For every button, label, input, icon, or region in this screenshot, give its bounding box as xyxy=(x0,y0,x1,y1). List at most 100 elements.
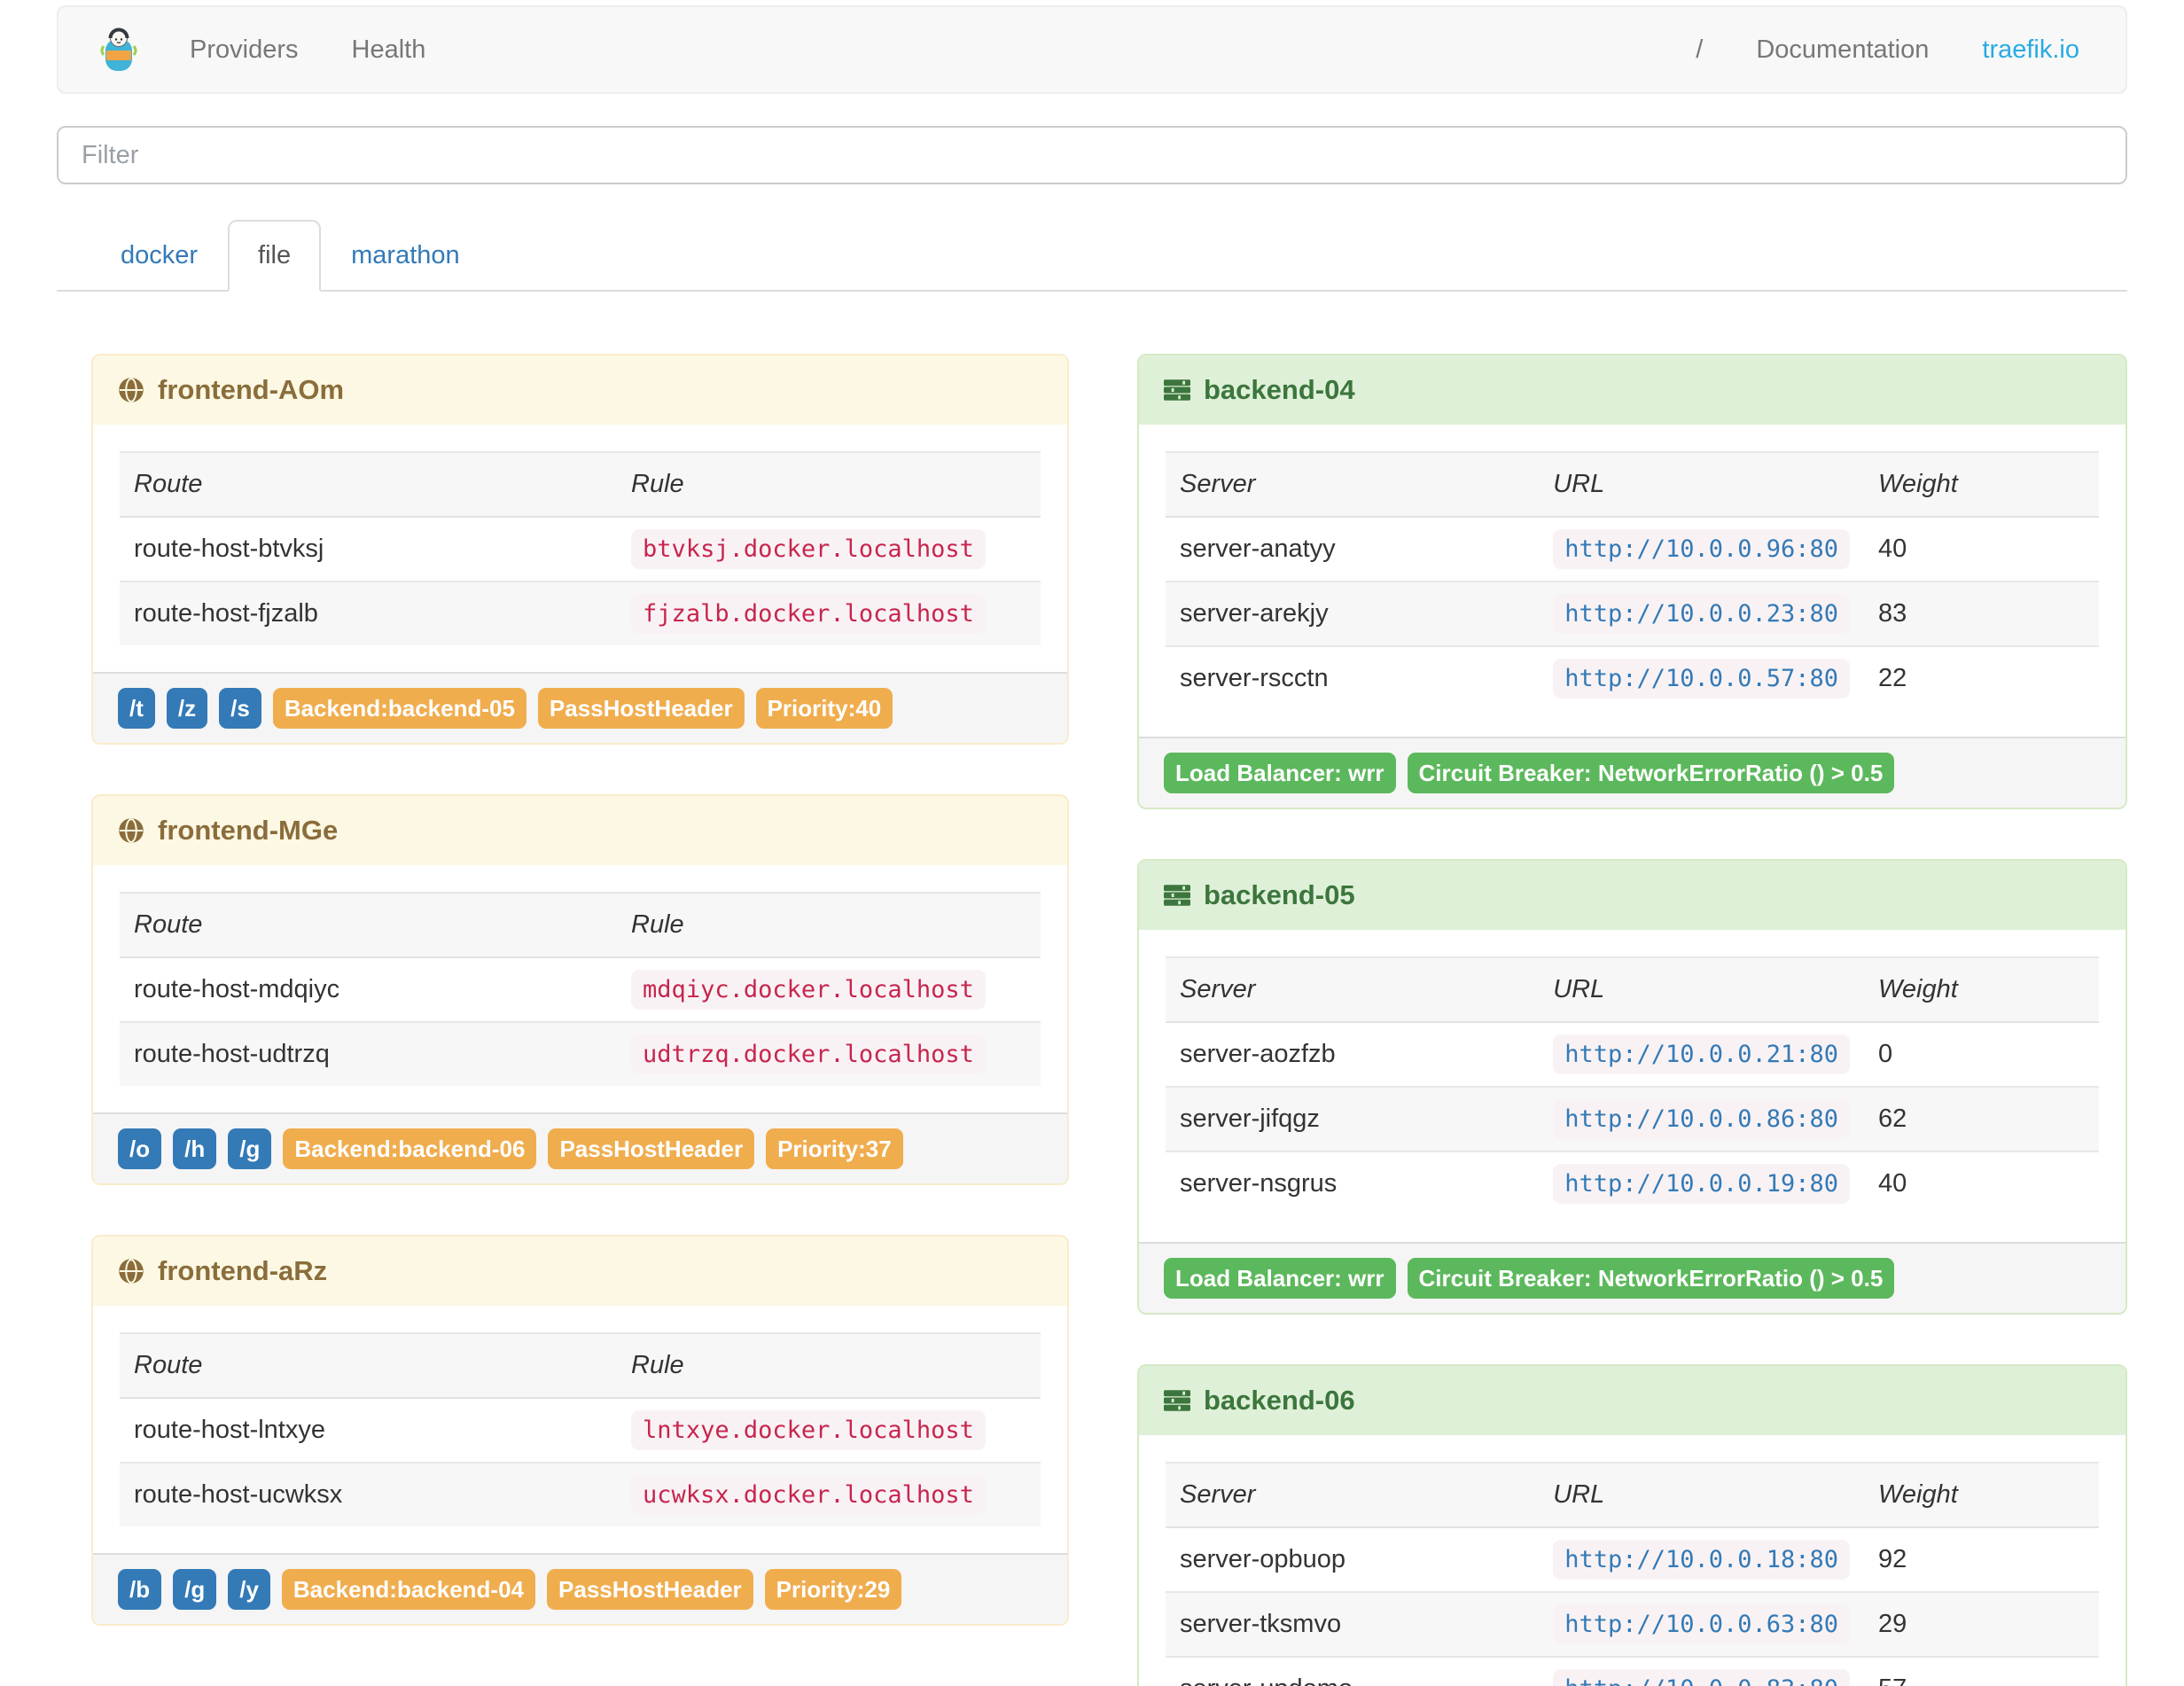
server-row: server-updomo http://10.0.0.83:80 57 xyxy=(1166,1656,2099,1686)
route-path-badge: /t xyxy=(118,688,155,729)
tab-file[interactable]: file xyxy=(228,220,322,292)
servers-table: Server URL Weight server-aozfzb http://1… xyxy=(1166,956,2099,1215)
backend-config-badge: Circuit Breaker: NetworkErrorRatio () > … xyxy=(1407,753,1895,793)
frontend-property-badge: PassHostHeader xyxy=(547,1569,753,1610)
server-name: server-tksmvo xyxy=(1166,1591,1540,1657)
rule-chip: ucwksx.docker.localhost xyxy=(631,1475,986,1515)
frontend-property-badge: Priority:40 xyxy=(755,688,893,729)
route-path-badge: /b xyxy=(118,1569,162,1610)
backend-card-header: backend-04 xyxy=(1139,355,2126,425)
frontend-card-body: Route Rule route-host-lntxye lntxye.dock… xyxy=(93,1306,1067,1553)
server-url-link[interactable]: http://10.0.0.63:80 xyxy=(1564,1611,1839,1638)
nav-item-providers[interactable]: Providers xyxy=(190,35,299,64)
server-row: server-nsgrus http://10.0.0.19:80 40 xyxy=(1166,1151,2099,1215)
server-name: server-rscctn xyxy=(1166,645,1540,710)
routes-table-header-row: Route Rule xyxy=(120,451,1041,518)
weight-column-header: Weight xyxy=(1864,956,2099,1023)
server-row: server-jifqgz http://10.0.0.86:80 62 xyxy=(1166,1086,2099,1151)
server-url-link[interactable]: http://10.0.0.23:80 xyxy=(1564,600,1839,628)
backend-config-badge: Circuit Breaker: NetworkErrorRatio () > … xyxy=(1407,1258,1895,1299)
server-url-link[interactable]: http://10.0.0.83:80 xyxy=(1564,1675,1838,1686)
nav-item-documentation[interactable]: Documentation xyxy=(1756,35,1930,64)
rule-chip: lntxye.docker.localhost xyxy=(631,1410,986,1450)
server-name: server-jifqgz xyxy=(1166,1086,1540,1151)
server-name: server-opbuop xyxy=(1180,1545,1346,1573)
server-url-link[interactable]: http://10.0.0.96:80 xyxy=(1564,535,1839,563)
server-name: server-arekjy xyxy=(1166,581,1540,646)
server-weight: 57 xyxy=(1864,1656,2099,1686)
route-path-badge: /g xyxy=(228,1128,272,1169)
content-row: frontend-AOm Route Rule route-host-btvks… xyxy=(57,354,2127,1686)
frontend-property-badge: Backend:backend-05 xyxy=(272,688,526,729)
server-column-header: Server xyxy=(1166,1462,1540,1528)
frontend-card-body: Route Rule route-host-mdqiyc mdqiyc.dock… xyxy=(93,865,1067,1112)
route-name: route-host-ucwksx xyxy=(120,1462,618,1526)
frontend-card-header: frontend-aRz xyxy=(93,1237,1067,1306)
server-url-link[interactable]: http://10.0.0.19:80 xyxy=(1564,1170,1839,1198)
url-column-header: URL xyxy=(1539,956,1865,1023)
server-name: server-updomo xyxy=(1166,1656,1540,1686)
route-path-badge: /h xyxy=(173,1128,217,1169)
server-weight: 29 xyxy=(1864,1591,2099,1657)
routes-table: Route Rule route-host-lntxye lntxye.dock… xyxy=(120,1332,1041,1526)
servers-table: Server URL Weight server-opbuop http://1… xyxy=(1166,1462,2099,1686)
frontend-property-badge: Priority:29 xyxy=(764,1569,902,1610)
route-row: route-host-udtrzq udtrzq.docker.localhos… xyxy=(120,1021,1041,1086)
routes-table-header-row: Route Rule xyxy=(120,1332,1041,1399)
frontend-card-footer: /b/g/y Backend:backend-04 PassHostHeader Pr… xyxy=(93,1553,1067,1624)
frontend-title: frontend-MGe xyxy=(158,815,339,846)
nav-item-health[interactable]: Health xyxy=(351,35,426,64)
server-weight: 92 xyxy=(1878,1545,1907,1573)
route-name: route-host-btvksj xyxy=(134,535,324,563)
backend-card: backend-04 Server URL Weight server-anat… xyxy=(1137,354,2127,809)
route-path-badge: /s xyxy=(219,688,261,729)
server-icon xyxy=(1164,377,1190,403)
route-name: route-host-lntxye xyxy=(134,1416,325,1444)
backend-card-body: Server URL Weight server-opbuop http://1… xyxy=(1139,1435,2126,1686)
frontend-property-badge: PassHostHeader xyxy=(548,1128,755,1169)
nav-root-link[interactable]: / xyxy=(1696,35,1704,64)
url-column-header: URL xyxy=(1539,451,1865,518)
frontend-card: frontend-AOm Route Rule route-host-btvks… xyxy=(91,354,1069,745)
nav-item-traefik-site[interactable]: traefik.io xyxy=(1982,35,2079,64)
backend-title: backend-04 xyxy=(1204,374,1355,405)
frontend-card: frontend-MGe Route Rule route-host-mdqiy… xyxy=(91,794,1069,1185)
frontend-card: frontend-aRz Route Rule route-host-lntxy… xyxy=(91,1235,1069,1626)
servers-table: Server URL Weight server-anatyy http://1… xyxy=(1166,451,2099,710)
server-icon xyxy=(1164,1387,1190,1414)
navbar: Providers Health / Documentation traefik… xyxy=(57,5,2127,94)
route-path-badge: /y xyxy=(228,1569,270,1610)
route-name: route-host-fjzalb xyxy=(120,581,618,645)
server-column-header: Server xyxy=(1166,451,1540,518)
rule-column-header: Rule xyxy=(617,892,1041,958)
server-name: server-aozfzb xyxy=(1180,1040,1336,1068)
tab-marathon[interactable]: marathon xyxy=(351,241,460,269)
backends-column: backend-04 Server URL Weight server-anat… xyxy=(1092,354,2127,1686)
server-name: server-nsgrus xyxy=(1166,1151,1540,1215)
server-url-link[interactable]: http://10.0.0.18:80 xyxy=(1564,1546,1839,1573)
server-weight: 40 xyxy=(1878,535,1907,563)
frontend-card-header: frontend-MGe xyxy=(93,796,1067,865)
backend-card-body: Server URL Weight server-anatyy http://1… xyxy=(1139,425,2126,737)
backend-card-footer: Load Balancer: wrr Circuit Breaker: Netwo… xyxy=(1139,1242,2126,1313)
route-row: route-host-lntxye lntxye.docker.localhos… xyxy=(120,1398,1041,1463)
frontends-column: frontend-AOm Route Rule route-host-btvks… xyxy=(57,354,1092,1675)
backend-card-header: backend-05 xyxy=(1139,861,2126,930)
frontend-title: frontend-AOm xyxy=(158,374,345,405)
routes-table: Route Rule route-host-btvksj btvksj.dock… xyxy=(120,451,1041,645)
server-weight: 62 xyxy=(1864,1086,2099,1151)
url-column-header: URL xyxy=(1539,1462,1865,1528)
provider-tabs: docker file marathon xyxy=(57,220,2127,292)
server-weight: 0 xyxy=(1878,1040,1893,1068)
server-icon xyxy=(1164,882,1190,909)
server-url-link[interactable]: http://10.0.0.86:80 xyxy=(1564,1105,1839,1133)
filter-input[interactable] xyxy=(57,126,2127,184)
weight-column-header: Weight xyxy=(1864,451,2099,518)
route-row: route-host-fjzalb fjzalb.docker.localhos… xyxy=(120,581,1041,645)
rule-chip: btvksj.docker.localhost xyxy=(631,529,986,569)
tab-docker[interactable]: docker xyxy=(121,241,199,269)
server-url-link[interactable]: http://10.0.0.57:80 xyxy=(1564,665,1839,692)
server-row: server-anatyy http://10.0.0.96:80 40 xyxy=(1166,517,2099,582)
server-url-link[interactable]: http://10.0.0.21:80 xyxy=(1564,1041,1839,1068)
frontend-property-badge: Backend:backend-06 xyxy=(283,1128,537,1169)
